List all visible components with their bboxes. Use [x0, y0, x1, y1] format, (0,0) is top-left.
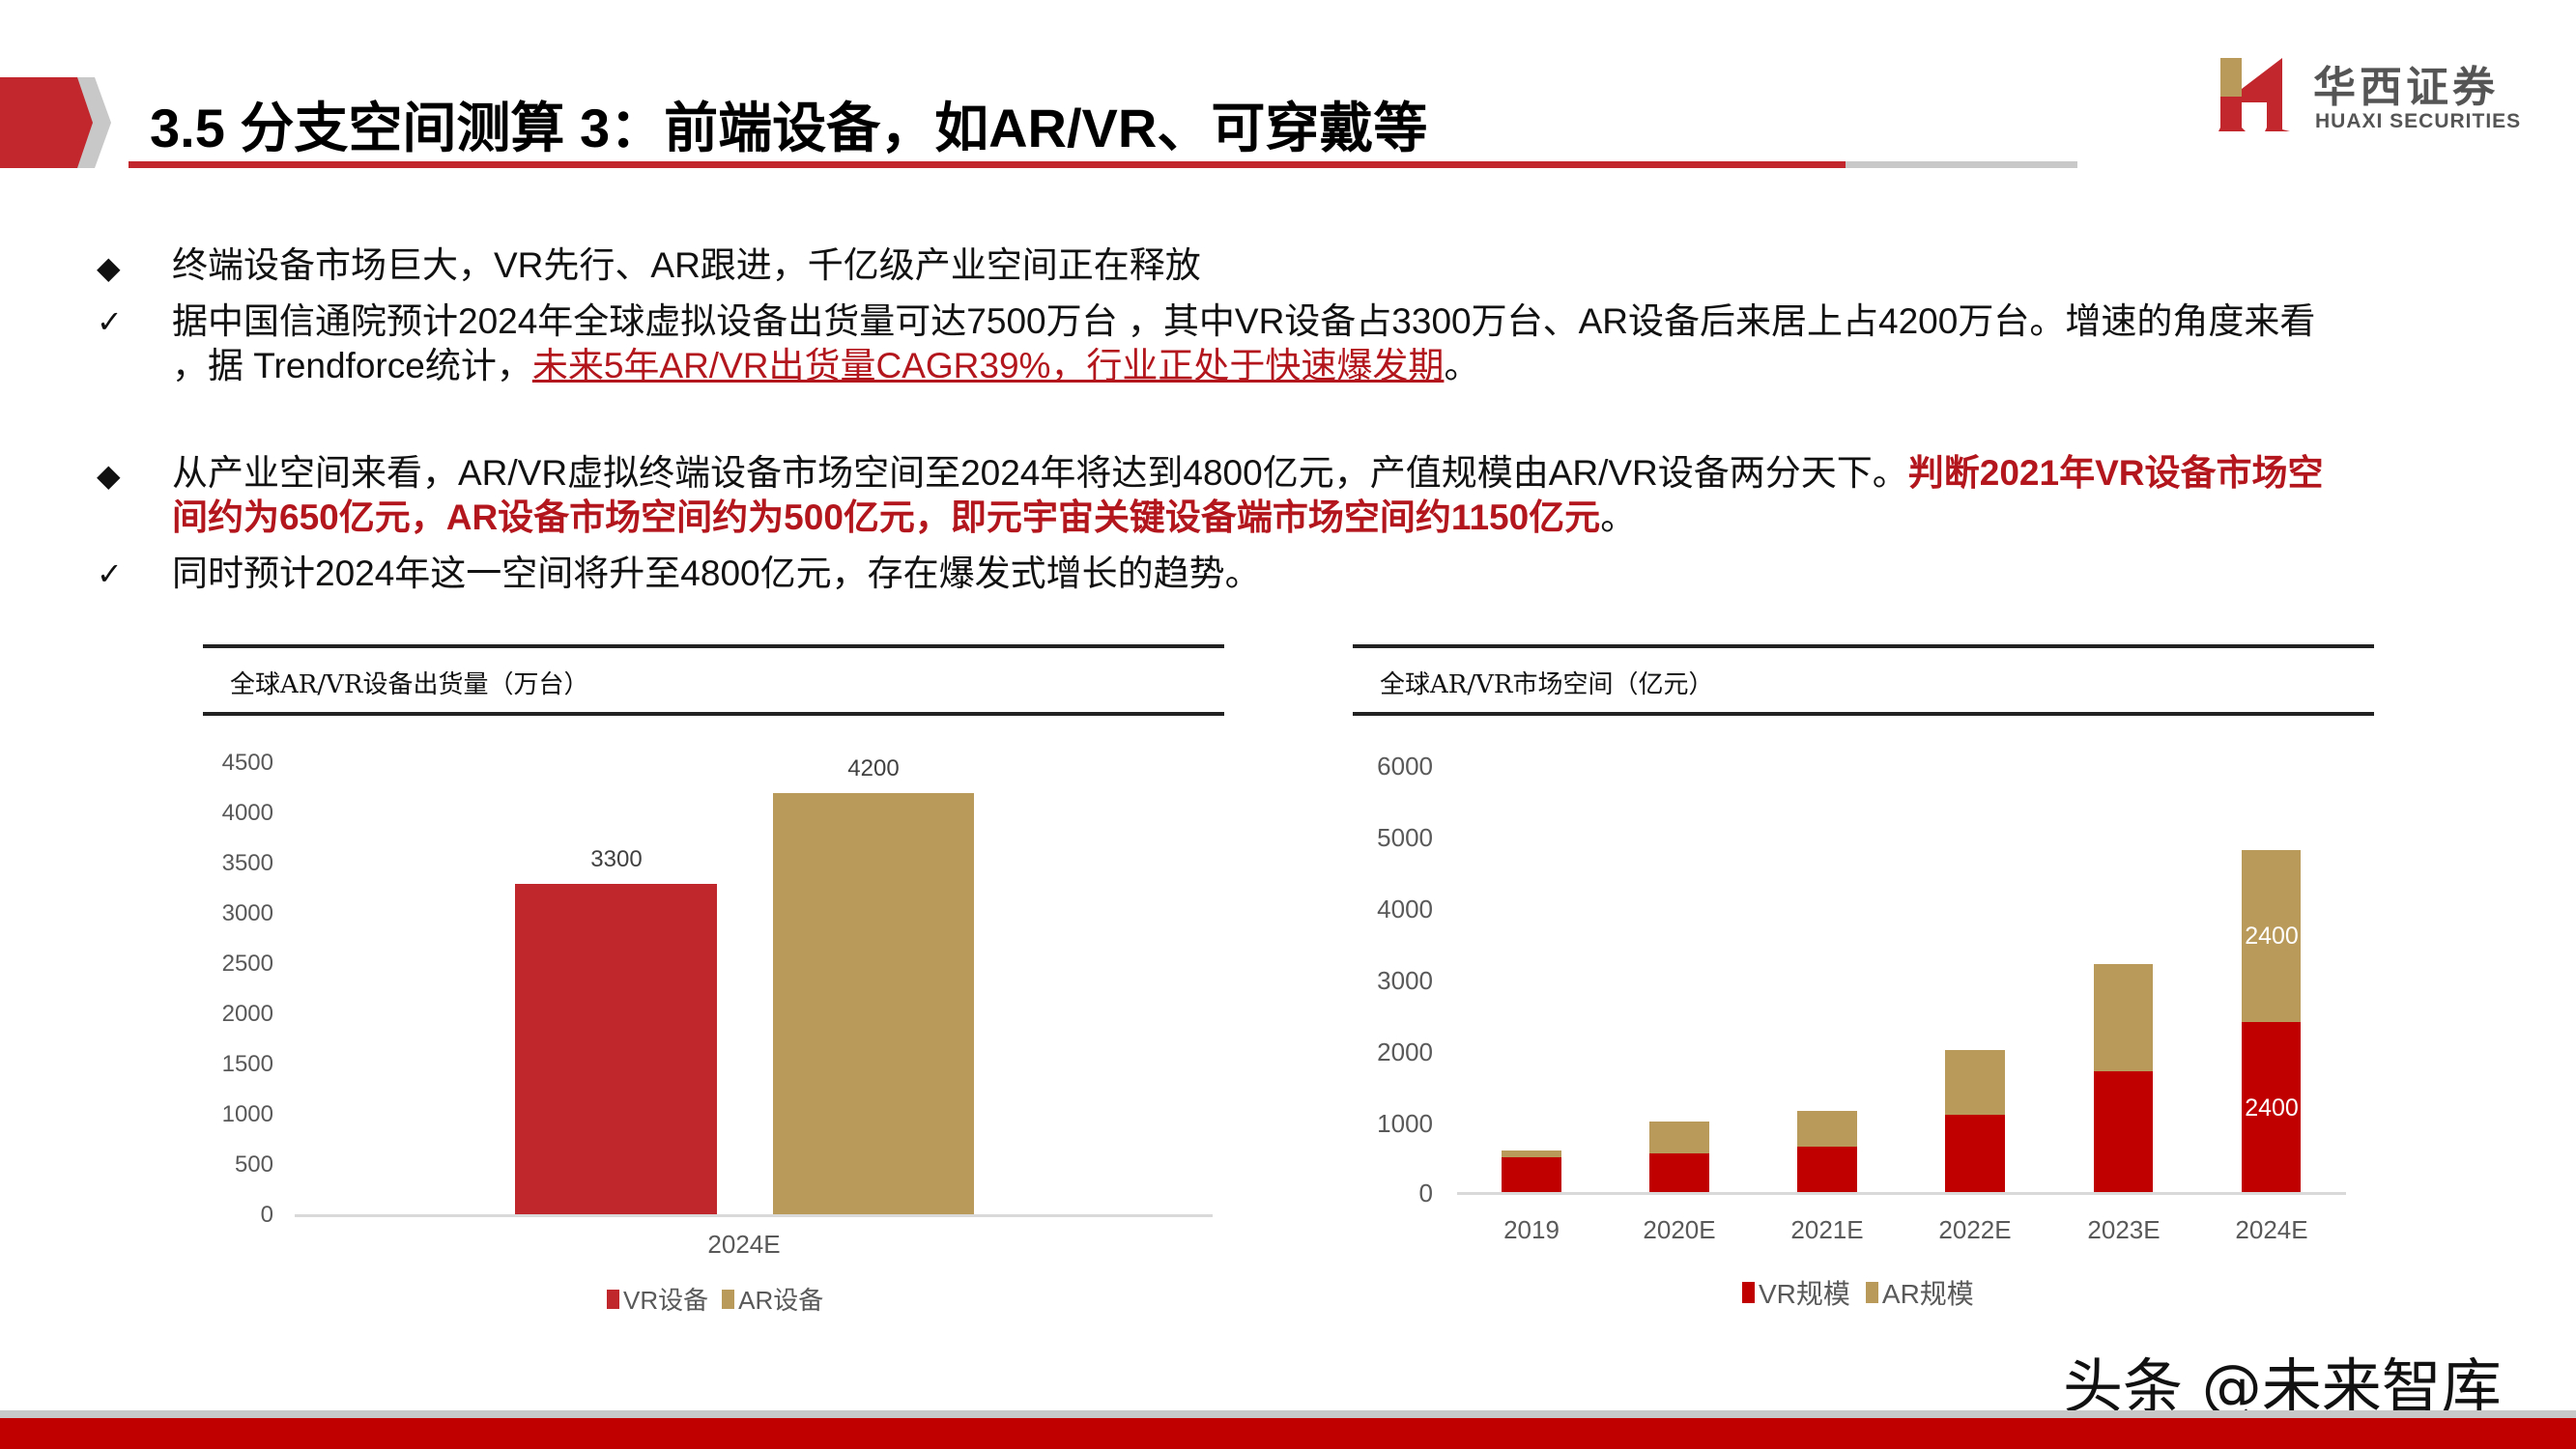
- y-tick: 1000: [221, 1101, 273, 1127]
- y-tick: 3000: [221, 900, 273, 926]
- diamond-bullet-icon: ◆: [97, 458, 121, 493]
- y-tick: 2000: [221, 1001, 273, 1027]
- check-bullet-icon: ✓: [97, 556, 123, 591]
- legend-label-vr: VR规模: [1759, 1279, 1850, 1309]
- section-2-line-2: 间约为650亿元，AR设备市场空间约为500亿元，即元宇宙关键设备端市场空间约1…: [172, 496, 1636, 540]
- y-tick: 3500: [221, 850, 273, 876]
- data-label-vr-2024e: 2400: [2245, 1094, 2299, 1122]
- line-1-plain: 从产业空间来看，AR/VR虚拟终端设备市场空间至2024年将达到4800亿元，产…: [172, 453, 1908, 493]
- chart-title: 全球AR/VR市场空间（亿元）: [1380, 670, 1714, 699]
- y-tick: 500: [234, 1151, 273, 1178]
- data-label-ar: 4200: [847, 755, 900, 781]
- bar-vr-2019: [1502, 1157, 1561, 1193]
- bar-ar-2021e: [1797, 1111, 1857, 1147]
- cagr-highlight: 未来5年AR/VR出货量CAGR39%，行业正处于快速爆发期: [531, 346, 1445, 385]
- legend-label-vr: VR设备: [623, 1286, 709, 1315]
- page-title: 3.5 分支空间测算 3：前端设备，如AR/VR、可穿戴等: [150, 98, 1428, 158]
- x-label: 2020E: [1643, 1215, 1716, 1244]
- y-tick: 1000: [1377, 1109, 1433, 1138]
- legend-swatch-ar: [722, 1289, 735, 1309]
- x-axis: [295, 1214, 1213, 1217]
- line-1-highlight: 判断2021年VR设备市场空: [1907, 453, 2324, 493]
- company-logo: 华西证券 HUAXI SECURITIES: [2218, 56, 2566, 139]
- y-tick: 3000: [1377, 966, 1433, 995]
- diamond-bullet-icon: ◆: [97, 250, 121, 285]
- bar-vr-2023e: [2094, 1071, 2153, 1193]
- section-2-line-3: 同时预计2024年这一空间将升至4800亿元，存在爆发式增长的趋势。: [172, 554, 1261, 593]
- footer-gray-strip: [0, 1410, 2576, 1418]
- chart-top-rule: [1353, 644, 2374, 648]
- legend-swatch-vr: [607, 1289, 619, 1309]
- x-label: 2024E: [707, 1230, 781, 1259]
- y-tick: 2500: [221, 951, 273, 977]
- legend-swatch-vr: [1742, 1282, 1755, 1303]
- line-2-prefix: ，据 Trendforce统计，: [172, 346, 532, 385]
- watermark: 头条 @未来智库: [2063, 1351, 2502, 1422]
- y-tick: 0: [260, 1202, 273, 1228]
- header-arrow-icon: [0, 77, 111, 168]
- y-tick: 0: [1418, 1179, 1433, 1208]
- bar-vr-2024e: [2242, 1022, 2301, 1193]
- line-2-suffix: 。: [1444, 346, 1480, 385]
- chart-top-rule: [203, 644, 1224, 648]
- huaxi-logo-icon: [2218, 58, 2290, 131]
- legend-swatch-ar: [1865, 1282, 1878, 1303]
- chart-legend: VR设备 AR设备: [607, 1281, 823, 1317]
- bar-vr-2024e: [515, 884, 717, 1215]
- y-tick: 4000: [1377, 895, 1433, 923]
- data-label-vr: 3300: [590, 846, 643, 872]
- chart-title-rule: [203, 712, 1224, 716]
- line-2-suffix: 。: [1600, 497, 1637, 537]
- data-label-ar-2024e: 2400: [2245, 923, 2299, 950]
- y-tick: 4500: [221, 750, 273, 776]
- x-axis: [1457, 1192, 2346, 1195]
- section-2-line-1: 从产业空间来看，AR/VR虚拟终端设备市场空间至2024年将达到4800亿元，产…: [172, 451, 2324, 496]
- section-1: ◆ 终端设备市场巨大，VR先行、AR跟进，千亿级产业空间正在释放 ✓ 据中国信通…: [97, 243, 2532, 398]
- bar-ar-2024e: [2242, 850, 2301, 1022]
- section-1-line-2: ，据 Trendforce统计，未来5年AR/VR出货量CAGR39%，行业正处…: [172, 344, 1479, 388]
- chart-title-rule: [1353, 712, 2374, 716]
- bar-ar-2024e: [773, 793, 974, 1215]
- title-underline-gray: [1846, 161, 2077, 168]
- y-tick: 2000: [1377, 1037, 1433, 1066]
- check-bullet-icon: ✓: [97, 304, 123, 339]
- bar-ar-2022e: [1945, 1050, 2005, 1115]
- footer-red-band: [0, 1418, 2576, 1449]
- y-tick: 4000: [221, 800, 273, 826]
- x-label: 2022E: [1938, 1215, 2012, 1244]
- chart-shipments: 全球AR/VR设备出货量（万台） 4500 4000 3500 3000 250…: [203, 644, 1224, 1317]
- legend-label-ar: AR设备: [738, 1286, 824, 1315]
- bar-ar-2020e: [1649, 1122, 1709, 1153]
- bar-ar-2019: [1502, 1151, 1561, 1157]
- line-2-highlight: 间约为650亿元，AR设备市场空间约为500亿元，即元宇宙关键设备端市场空间约1…: [172, 497, 1601, 537]
- x-label: 2021E: [1790, 1215, 1864, 1244]
- section-2: ◆ 从产业空间来看，AR/VR虚拟终端设备市场空间至2024年将达到4800亿元…: [97, 451, 2532, 606]
- bar-vr-2022e: [1945, 1115, 2005, 1193]
- x-label: 2023E: [2087, 1215, 2161, 1244]
- y-tick: 1500: [221, 1051, 273, 1077]
- logo-name-cn: 华西证券: [2313, 63, 2499, 112]
- section-1-line-1: 据中国信通院预计2024年全球虚拟设备出货量可达7500万台 ，其中VR设备占3…: [172, 301, 2316, 341]
- y-tick: 6000: [1377, 752, 1433, 781]
- title-underline: [129, 161, 1846, 168]
- logo-name-en: HUAXI SECURITIES: [2315, 110, 2522, 132]
- legend-label-ar: AR规模: [1881, 1279, 1974, 1309]
- bar-vr-2020e: [1649, 1153, 1709, 1193]
- x-label: 2024E: [2235, 1215, 2308, 1244]
- chart-legend: VR规模 AR规模: [1742, 1273, 1974, 1312]
- section-1-heading: 终端设备市场巨大，VR先行、AR跟进，千亿级产业空间正在释放: [172, 245, 1201, 285]
- bar-vr-2021e: [1797, 1147, 1857, 1193]
- x-label: 2019: [1503, 1215, 1560, 1244]
- chart-title: 全球AR/VR设备出货量（万台）: [230, 670, 589, 699]
- y-tick: 5000: [1377, 823, 1433, 852]
- bar-ar-2023e: [2094, 964, 2153, 1071]
